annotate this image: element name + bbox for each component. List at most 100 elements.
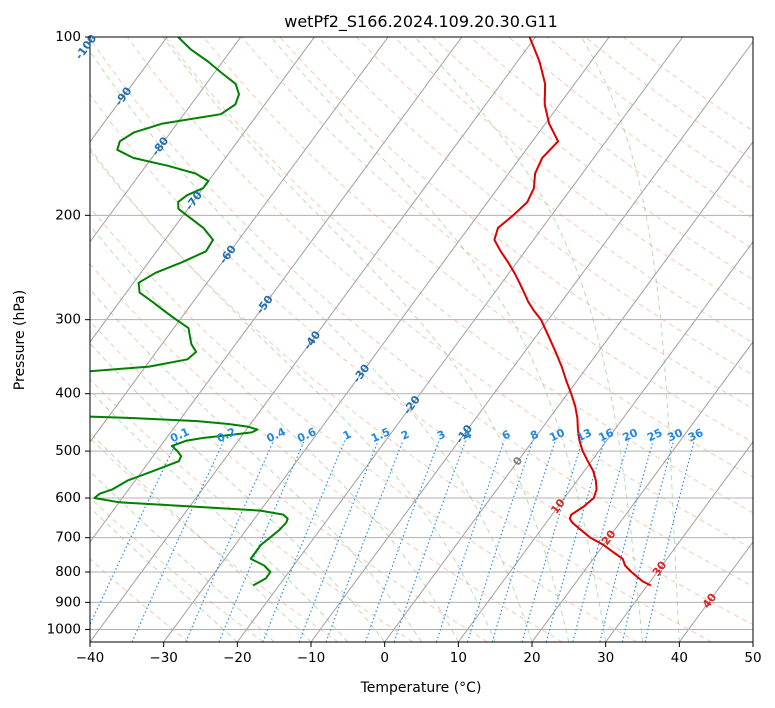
mixing-ratio-line: [572, 440, 630, 642]
moist-adiabat-line: [90, 224, 459, 642]
isotherm-label: -20: [401, 393, 423, 417]
mixing-ratio-line: [218, 440, 305, 642]
isotherm-line: [384, 140, 753, 642]
dewpoint-profile: [90, 37, 289, 587]
axis-ticks: −40 −30 −20 −10 0 10 20 30 40 5010009008007006005…: [47, 29, 762, 666]
dry-adiabat-line: [90, 37, 753, 587]
x-tick-label: 40: [671, 650, 688, 666]
dry-adiabat-line: [90, 378, 414, 642]
x-tick-label: 50: [744, 650, 761, 666]
mixing-ratio-label: 2: [399, 428, 411, 443]
dry-adiabat-line: [90, 93, 753, 626]
y-tick-label: 200: [55, 207, 81, 223]
dry-adiabat-line: [394, 37, 753, 312]
mixing-ratio-line: [621, 440, 675, 642]
moist-adiabat-line: [90, 389, 349, 642]
mixing-ratio-label: 30: [665, 426, 685, 444]
x-tick-label: 30: [597, 650, 614, 666]
moist-adiabat-line: [580, 37, 680, 642]
y-tick-label: 300: [55, 312, 81, 328]
dry-adiabat-line: [90, 263, 563, 642]
y-tick-label: 700: [55, 530, 81, 546]
isotherm-label: 30: [650, 559, 670, 579]
isotherm-label: -50: [254, 293, 276, 317]
moist-adiabat-line: [270, 37, 607, 642]
isotherm-label: -70: [183, 189, 205, 213]
mixing-ratio-label: 0.2: [215, 425, 238, 445]
profiles: [90, 37, 652, 587]
y-tick-label: 900: [55, 594, 81, 610]
mixing-ratio-label: 6: [500, 428, 513, 443]
dry-adiabat-line: [584, 37, 753, 161]
x-tick-label: −20: [223, 650, 252, 666]
isotherm-line: [752, 641, 753, 642]
mixing-ratio-label: 16: [597, 426, 617, 444]
mixing-ratio-label: 8: [528, 428, 540, 443]
isotherm-label: 0: [510, 454, 525, 468]
y-tick-label: 600: [55, 490, 81, 506]
dry-adiabat-line: [241, 37, 753, 444]
mixing-ratio-line: [644, 440, 695, 642]
isotherm-line: [236, 37, 684, 642]
isotherm-line: [90, 37, 242, 243]
moist-adiabat-line: [90, 506, 238, 642]
mixing-ratio-line: [466, 440, 534, 642]
moist-adiabat-line: [162, 37, 570, 642]
mixing-ratio-line: [491, 440, 556, 642]
mixing-ratio-label: 0.4: [265, 425, 288, 445]
isotherm-line: [457, 240, 753, 642]
mixing-ratio-line: [262, 440, 346, 642]
mixing-ratio-line: [435, 440, 505, 642]
dry-adiabat-line: [317, 37, 753, 376]
isotherm-line: [90, 37, 536, 642]
dry-adiabat-line: [90, 497, 264, 642]
y-axis-label: Pressure (hPa): [12, 290, 28, 390]
isotherm-line: [163, 37, 610, 642]
moist-adiabat-line: [414, 37, 643, 642]
moist-adiabat-line: [90, 50, 533, 642]
y-tick-label: 1000: [47, 621, 81, 637]
x-tick-label: 20: [523, 650, 540, 666]
isotherm-label: 40: [700, 591, 720, 611]
moist-adiabat-line: [90, 470, 275, 642]
mixing-ratio-label: 1: [341, 428, 353, 443]
background-grid: [90, 37, 753, 642]
mixing-ratio-line: [298, 440, 379, 642]
mixing-ratio-line: [90, 440, 178, 626]
x-tick-label: −10: [297, 650, 326, 666]
dry-adiabat-line: [90, 150, 712, 642]
mixing-ratio-line: [364, 440, 440, 642]
plot-frame: [89, 36, 754, 643]
mixing-ratio-label: 10: [547, 426, 567, 444]
x-tick-label: 0: [380, 650, 389, 666]
dry-adiabat-line: [355, 37, 753, 344]
dry-adiabat-line: [508, 37, 753, 220]
y-tick-label: 400: [55, 386, 81, 402]
isotherm-line: [90, 37, 315, 343]
temperature-profile: [493, 37, 652, 587]
mixing-ratio-line: [545, 440, 606, 642]
mixing-ratio-label: 20: [621, 426, 641, 444]
mixing-ratio-label: 25: [645, 426, 664, 444]
x-tick-label: −30: [149, 650, 178, 666]
mixing-ratio-label: 3: [435, 428, 447, 443]
y-tick-label: 500: [55, 443, 81, 459]
moist-adiabat-line: [90, 147, 496, 642]
moist-adiabat-line: [90, 288, 422, 642]
dry-adiabat-line: [470, 37, 753, 250]
dry-adiabat-line: [279, 37, 753, 410]
dry-adiabat-line: [432, 37, 753, 281]
mixing-ratio-label: 1.5: [369, 425, 392, 445]
isotherm-line: [531, 341, 753, 642]
mixing-ratio-label: 36: [686, 426, 706, 444]
isotherm-line: [90, 37, 389, 443]
mixing-ratio-line: [599, 440, 654, 642]
x-tick-label: 10: [450, 650, 467, 666]
moist-adiabat-line: [90, 342, 386, 642]
dry-adiabat-line: [546, 37, 753, 190]
chart-title: wetPf2_S166.2024.109.20.30.G11: [284, 12, 558, 32]
y-tick-label: 800: [55, 564, 81, 580]
dry-adiabat-line: [90, 437, 339, 642]
x-axis-label: Temperature (°C): [360, 680, 482, 696]
